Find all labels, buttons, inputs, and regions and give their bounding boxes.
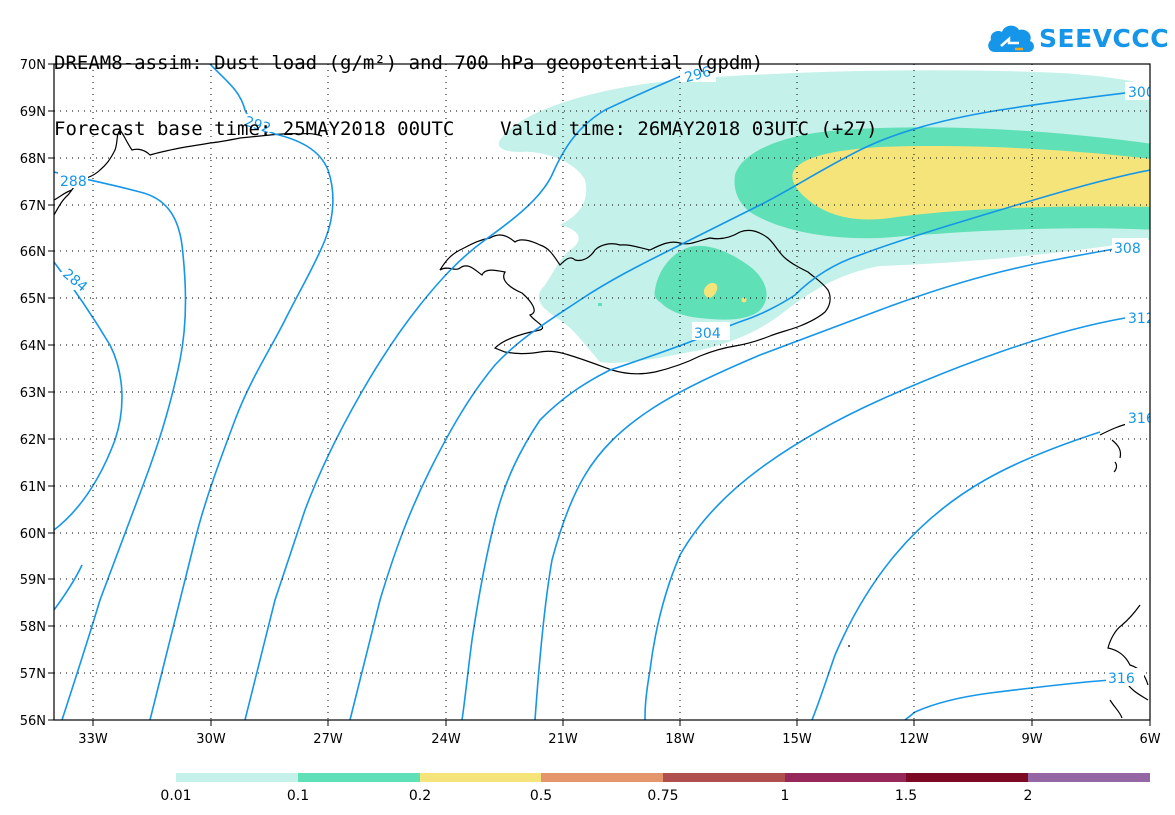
lat-label: 70N xyxy=(20,58,46,73)
lat-label: 63N xyxy=(20,386,46,401)
dust-area-0.2-north xyxy=(792,146,1150,220)
lon-label: 27W xyxy=(313,732,343,747)
lon-label: 9W xyxy=(1021,732,1042,747)
lat-label: 67N xyxy=(20,199,46,214)
latitude-labels: 70N 69N 68N 67N 66N 65N 64N 63N 62N 61N … xyxy=(20,58,46,729)
contour-label: 312 xyxy=(1128,311,1155,327)
lat-label: 59N xyxy=(20,573,46,588)
lon-label: 33W xyxy=(78,732,108,747)
contour-label: 308 xyxy=(1114,241,1141,257)
lat-label: 56N xyxy=(20,714,46,729)
contour-label: 296 xyxy=(683,64,713,86)
seevccc-logo: SEEVCCC xyxy=(985,18,1169,62)
lon-label: 18W xyxy=(665,732,695,747)
dust-area-0.2-spot xyxy=(741,297,747,303)
lon-label: 21W xyxy=(548,732,578,747)
dust-area-0.1-spot xyxy=(598,303,602,306)
contour-label: 316 xyxy=(1128,411,1155,427)
dust-area-0.2-iceland xyxy=(703,282,718,298)
lat-label: 69N xyxy=(20,105,46,120)
lon-label: 24W xyxy=(431,732,461,747)
lat-label: 68N xyxy=(20,152,46,167)
lat-label: 62N xyxy=(20,433,46,448)
title-line-2: Forecast base time: 25MAY2018 00UTC Vali… xyxy=(54,118,878,140)
contour-label: 288 xyxy=(60,174,87,190)
lon-label: 6W xyxy=(1139,732,1160,747)
tick-marks xyxy=(48,63,1151,726)
title-line-1: DREAM8-assim: Dust load (g/m²) and 700 h… xyxy=(54,52,764,74)
cloud-icon xyxy=(988,25,1034,52)
lat-label: 61N xyxy=(20,480,46,495)
dust-area-0.1-iceland xyxy=(654,245,767,320)
contour-labels: 292 296 300 288 284 304 308 312 316 316 xyxy=(56,64,1155,687)
lon-label: 15W xyxy=(782,732,812,747)
lat-label: 58N xyxy=(20,620,46,635)
contour-label: 316 xyxy=(1108,671,1135,687)
lat-label: 66N xyxy=(20,245,46,260)
lon-label: 12W xyxy=(899,732,929,747)
contour-label: 284 xyxy=(59,266,90,295)
contour-label: 304 xyxy=(694,326,721,342)
logo-text: SEEVCCC xyxy=(1039,24,1170,53)
lat-label: 64N xyxy=(20,339,46,354)
lat-label: 65N xyxy=(20,292,46,307)
contour-label: 292 xyxy=(242,114,272,137)
longitude-labels: 33W 30W 27W 24W 21W 18W 15W 12W 9W 6W xyxy=(78,732,1160,747)
lon-label: 30W xyxy=(196,732,226,747)
graticule xyxy=(54,64,1150,720)
lat-label: 60N xyxy=(20,527,46,542)
contour-label: 300 xyxy=(1128,85,1155,101)
map-title: DREAM8-assim: Dust load (g/m²) and 700 h… xyxy=(54,8,878,162)
lat-label: 57N xyxy=(20,667,46,682)
